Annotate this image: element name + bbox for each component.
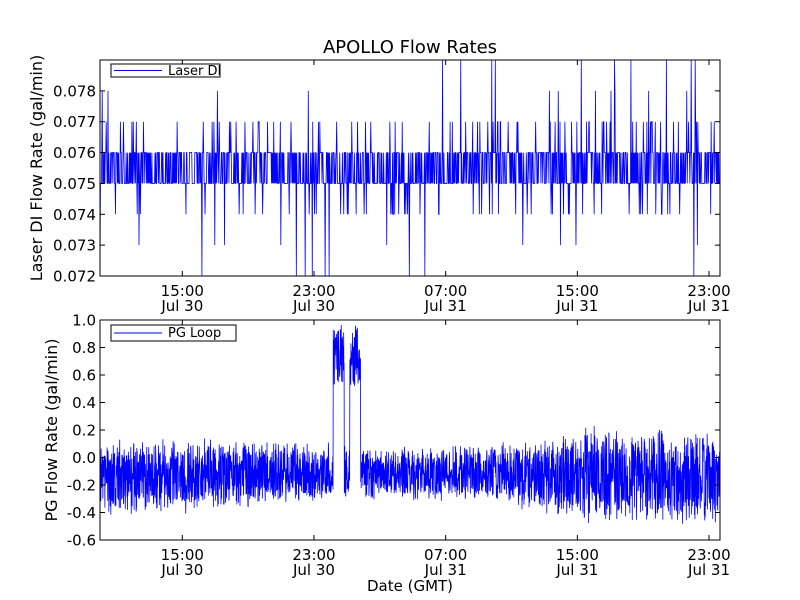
laser-di-y-tick-label: 0.077 xyxy=(53,113,96,131)
laser-di-y-tick-label: 0.075 xyxy=(53,175,96,193)
pg-loop-y-tick-label: -0.4 xyxy=(67,504,96,522)
pg-loop-x-tick-time: 23:00 xyxy=(292,546,335,564)
laser-di-legend-label: Laser DI xyxy=(168,64,221,79)
laser-di-y-axis-label: Laser DI Flow Rate (gal/min) xyxy=(27,55,46,282)
laser-di-y-tick-label: 0.076 xyxy=(53,144,96,162)
laser-di-y-tick-label: 0.078 xyxy=(53,82,96,100)
pg-loop-y-tick-label: -0.2 xyxy=(67,477,96,495)
pg-loop-y-tick-label: 0.0 xyxy=(72,449,96,467)
pg-loop-x-tick-date: Jul 30 xyxy=(292,561,335,579)
pg-loop-x-tick-time: 07:00 xyxy=(424,546,467,564)
pg-loop-y-tick-label: 1.0 xyxy=(72,312,96,330)
laser-di-x-tick-time: 15:00 xyxy=(556,282,599,300)
pg-loop-x-tick-time: 15:00 xyxy=(161,546,204,564)
x-axis-title: Date (GMT) xyxy=(367,577,453,595)
pg-loop-y-tick-label: 0.2 xyxy=(72,422,96,440)
pg-loop-series-line xyxy=(100,325,720,524)
laser-di-y-tick-label: 0.073 xyxy=(53,237,96,255)
pg-loop-x-tick-date: Jul 31 xyxy=(555,561,598,579)
pg-loop-x-tick-time: 15:00 xyxy=(556,546,599,564)
pg-loop-plot-area xyxy=(100,325,720,524)
laser-di-x-tick-date: Jul 30 xyxy=(292,297,335,315)
pg-loop-y-axis: -0.6 -0.4 -0.2 0.0 0.2 0.4 0.6 0.8 1.0 xyxy=(67,312,720,550)
pg-loop-x-tick-date: Jul 30 xyxy=(160,561,203,579)
pg-loop-x-tick-date: Jul 31 xyxy=(687,561,730,579)
laser-di-x-tick-date: Jul 31 xyxy=(687,297,730,315)
laser-di-series-line xyxy=(100,60,720,276)
laser-di-y-tick-label: 0.074 xyxy=(53,206,96,224)
laser-di-axes-frame xyxy=(99,59,721,277)
pg-loop-y-tick-label: 0.8 xyxy=(72,339,96,357)
pg-loop-panel: -0.6-0.4-0.20.00.20.40.60.81.0 15:00Jul … xyxy=(42,312,731,580)
pg-loop-x-tick-time: 23:00 xyxy=(687,546,730,564)
laser-di-plot-area xyxy=(100,60,720,276)
pg-loop-legend-label: PG Loop xyxy=(168,326,221,341)
laser-di-x-tick-time: 23:00 xyxy=(687,282,730,300)
laser-di-x-tick-time: 23:00 xyxy=(292,282,335,300)
pg-loop-axes-frame xyxy=(99,319,721,541)
laser-di-x-tick-date: Jul 31 xyxy=(555,297,598,315)
laser-di-x-tick-date: Jul 31 xyxy=(424,297,467,315)
pg-loop-y-tick-label: -0.6 xyxy=(67,532,96,550)
laser-di-x-tick-date: Jul 30 xyxy=(160,297,203,315)
laser-di-x-tick-time: 07:00 xyxy=(424,282,467,300)
laser-di-y-axis: 0.072 0.073 0.074 0.075 0.076 0.077 0.078 xyxy=(53,82,720,286)
laser-di-y-tick-label: 0.072 xyxy=(53,268,96,286)
pg-loop-x-tick-date: Jul 31 xyxy=(424,561,467,579)
laser-di-panel: 0.072 0.073 0.074 0.075 0.076 0.077 0.078 15:0… xyxy=(27,55,731,315)
figure-title: APOLLO Flow Rates xyxy=(323,37,497,58)
pg-loop-y-tick-label: 0.6 xyxy=(72,367,96,385)
laser-di-x-tick-time: 15:00 xyxy=(161,282,204,300)
pg-loop-legend: PG Loop xyxy=(110,324,237,342)
pg-loop-y-axis-label: PG Flow Rate (gal/min) xyxy=(42,339,61,522)
pg-loop-y-tick-label: 0.4 xyxy=(72,394,96,412)
laser-di-legend: Laser DI xyxy=(110,63,221,79)
